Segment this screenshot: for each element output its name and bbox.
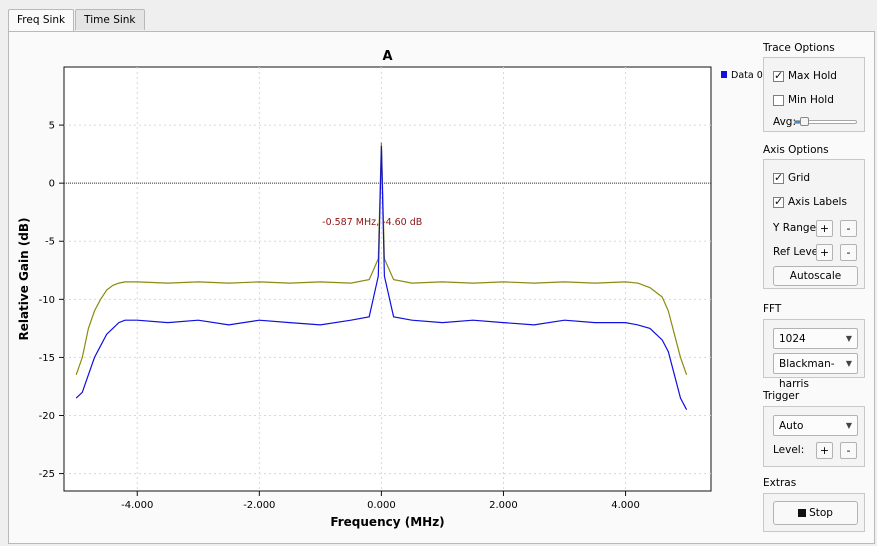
trigger-title: Trigger	[763, 390, 800, 402]
chevron-down-icon: ▼	[845, 359, 852, 368]
trigger-level-plus-button[interactable]: +	[816, 442, 833, 459]
plot-area	[63, 66, 712, 492]
trigger-level-row: Level:	[773, 444, 804, 456]
x-axis-label: Frequency (MHz)	[330, 515, 444, 529]
trigger-group: Auto ▼ Level: + -	[763, 406, 865, 467]
max-hold-checkbox[interactable]: Max Hold	[773, 69, 837, 82]
y-range-minus-button[interactable]: -	[840, 220, 857, 237]
chevron-down-icon: ▼	[845, 421, 852, 430]
y-tick-label: 0	[49, 179, 55, 190]
stop-label: Stop	[809, 507, 833, 519]
min-hold-label: Min Hold	[788, 94, 834, 106]
fft-size-value: 1024	[779, 333, 806, 345]
y-tick-label: -25	[39, 469, 55, 480]
tab-freq-sink[interactable]: Freq Sink	[8, 9, 75, 32]
y-tick-label: 5	[49, 121, 55, 132]
y-axis-label: Relative Gain (dB)	[17, 217, 31, 340]
checkbox-checked-icon	[773, 195, 784, 208]
ref-level-row: Ref Level:	[773, 246, 825, 258]
checkbox-checked-icon	[773, 171, 784, 184]
legend-label-data-0: Data 0	[731, 70, 763, 81]
x-tick-label: 4.000	[611, 500, 640, 511]
fft-group: 1024 ▼ Blackman-harris ▼	[763, 319, 865, 390]
x-tick-label: 2.000	[489, 500, 518, 511]
y-tick-label: -20	[39, 411, 55, 422]
avg-slider[interactable]	[794, 120, 857, 124]
extras-group: Stop	[763, 493, 865, 532]
trigger-level-minus-button[interactable]: -	[840, 442, 857, 459]
y-range-label: Y Range:	[773, 222, 820, 234]
extras-title: Extras	[763, 477, 797, 489]
x-tick-label: -4.000	[121, 500, 153, 511]
grid-label: Grid	[788, 172, 811, 184]
axis-labels-label: Axis Labels	[788, 196, 847, 208]
chart-title: A	[382, 49, 392, 64]
avg-slider-fill	[795, 121, 803, 123]
autoscale-button[interactable]: Autoscale	[773, 266, 858, 286]
fft-window-select[interactable]: Blackman-harris ▼	[773, 353, 858, 390]
grid-checkbox[interactable]: Grid	[773, 171, 811, 184]
min-hold-checkbox[interactable]: Min Hold	[773, 94, 834, 106]
y-tick-label: -10	[39, 295, 55, 306]
frequency-plot[interactable]: -4.000 -2.000 0.000 2.000 4.000 5 0 -5 -10 -15 -20…	[9, 32, 769, 544]
freq-sink-panel: -4.000 -2.000 0.000 2.000 4.000 5 0 -5 -10 -15 -20…	[8, 31, 875, 544]
y-range-row: Y Range:	[773, 222, 820, 234]
avg-slider-handle[interactable]	[799, 117, 809, 126]
fft-window-value: Blackman-harris	[779, 358, 835, 390]
axis-options-group: Grid Axis Labels Y Range: + - Ref Level:…	[763, 159, 865, 289]
trigger-level-label: Level:	[773, 444, 805, 456]
ref-level-minus-button[interactable]: -	[840, 244, 857, 261]
chevron-down-icon: ▼	[845, 334, 852, 343]
trace-options-title: Trace Options	[763, 42, 835, 54]
y-range-plus-button[interactable]: +	[816, 220, 833, 237]
fft-title: FFT	[763, 303, 782, 315]
trace-options-group: Max Hold Min Hold Avg:	[763, 57, 865, 132]
y-tick-label: -5	[45, 237, 55, 248]
series-line-data-0	[75, 145, 688, 410]
tab-bar: Freq Sink Time Sink	[8, 9, 146, 32]
legend-swatch-data-0	[721, 71, 727, 78]
ref-level-label: Ref Level:	[773, 246, 825, 258]
axis-options-title: Axis Options	[763, 144, 829, 156]
x-tick-label: -2.000	[243, 500, 275, 511]
peak-annotation: -0.587 MHz, -4.60 dB	[322, 217, 422, 228]
fft-size-select[interactable]: 1024 ▼	[773, 328, 858, 349]
trigger-mode-value: Auto	[779, 420, 804, 432]
avg-row: Avg:	[773, 116, 796, 128]
y-tick-label: -15	[39, 353, 55, 364]
stop-button[interactable]: Stop	[773, 501, 858, 525]
max-hold-label: Max Hold	[788, 70, 837, 82]
tab-time-sink[interactable]: Time Sink	[75, 9, 145, 30]
x-tick-label: 0.000	[367, 500, 396, 511]
stop-icon	[798, 509, 807, 517]
ref-level-plus-button[interactable]: +	[816, 244, 833, 261]
trigger-mode-select[interactable]: Auto ▼	[773, 415, 858, 436]
avg-label: Avg:	[773, 116, 796, 128]
checkbox-unchecked-icon	[773, 94, 784, 106]
axis-labels-checkbox[interactable]: Axis Labels	[773, 195, 847, 208]
checkbox-checked-icon	[773, 69, 784, 82]
